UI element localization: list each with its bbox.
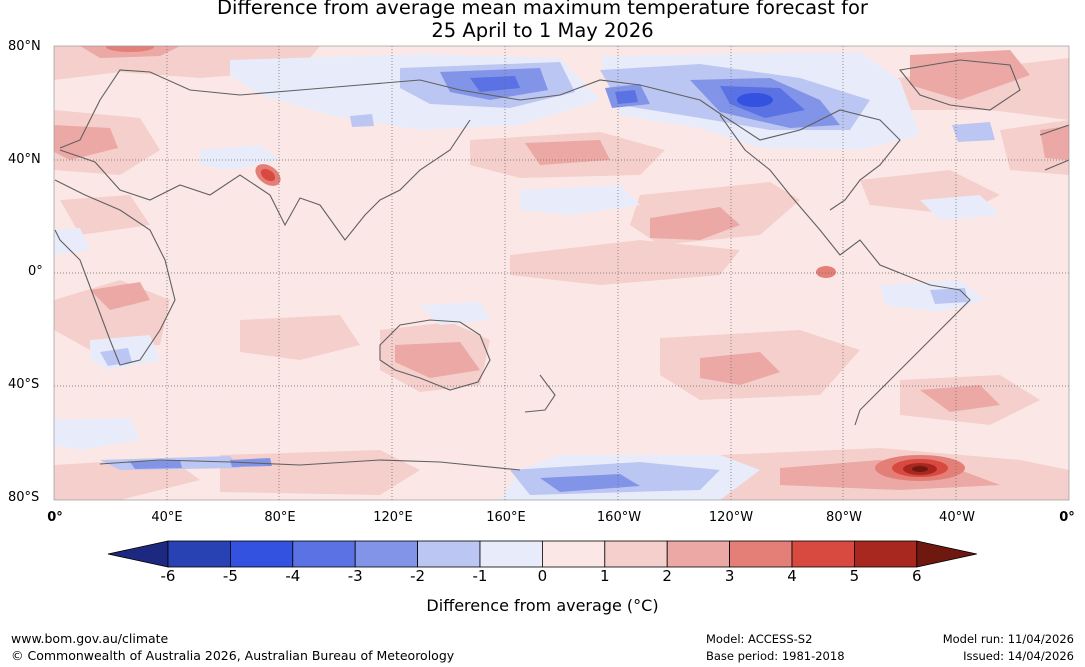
colorbar-tick-label: 4 — [787, 567, 797, 585]
website-link[interactable]: www.bom.gov.au/climate — [11, 631, 169, 646]
colorbar-tick-label: 6 — [912, 567, 922, 585]
lon-label-120w: 120°W — [708, 510, 754, 525]
lat-label-80s: 80°S — [8, 490, 40, 505]
lon-label-0-right: 0° — [1059, 510, 1075, 525]
lon-label-80w: 80°W — [826, 510, 862, 525]
colorbar-segment — [417, 540, 481, 568]
lat-label-equator: 0° — [28, 264, 43, 279]
graticule — [54, 46, 1069, 500]
colorbar-segment — [479, 540, 543, 568]
lat-label-80n: 80°N — [8, 39, 41, 54]
model-run-date: Model run: 11/04/2026 — [942, 632, 1074, 646]
colorbar-tick-label: 0 — [537, 567, 548, 585]
anomaly-field — [54, 46, 1069, 500]
lon-label-40w: 40°W — [939, 510, 975, 525]
colorbar-tick-label: -4 — [285, 567, 301, 585]
footer-model-info: Model: ACCESS-S2 Base period: 1981-2018 — [706, 631, 845, 665]
colorbar-tick-label: -2 — [410, 567, 426, 585]
base-period: Base period: 1981-2018 — [706, 649, 845, 663]
coastlines — [54, 59, 1069, 471]
colorbar-segment — [729, 540, 793, 568]
lat-label-40s: 40°S — [8, 377, 40, 392]
map-title: Difference from average mean maximum tem… — [0, 0, 1085, 42]
lon-label-40e: 40°E — [151, 510, 183, 525]
colorbar-tick-label: 3 — [724, 567, 735, 585]
footer-dates: Model run: 11/04/2026 Issued: 14/04/2026 — [943, 631, 1074, 665]
colorbar-segment — [167, 540, 231, 568]
colorbar-tick-label: 1 — [600, 567, 610, 585]
lon-label-160w: 160°W — [596, 510, 642, 525]
map-frame — [53, 45, 1070, 501]
lat-label-40n: 40°N — [8, 152, 41, 167]
lon-label-0-left: 0° — [47, 510, 63, 525]
title-line-2: 25 April to 1 May 2026 — [431, 19, 654, 42]
copyright-text: © Commonwealth of Australia 2026, Austra… — [11, 648, 455, 663]
colorbar-tick-label: -1 — [472, 567, 488, 585]
footer-left: www.bom.gov.au/climate © Commonwealth of… — [11, 630, 454, 664]
colorbar-segment — [354, 540, 419, 568]
colorbar-segment — [229, 540, 294, 568]
issued-date: Issued: 14/04/2026 — [963, 649, 1074, 663]
title-line-1: Difference from average mean maximum tem… — [217, 0, 868, 19]
colorbar-tick-label: 5 — [849, 567, 860, 585]
model-name: Model: ACCESS-S2 — [706, 632, 813, 646]
colorbar-segment — [292, 540, 356, 568]
colorbar-extend-low — [107, 540, 169, 568]
lon-label-80e: 80°E — [264, 510, 296, 525]
colorbar-segment — [604, 540, 668, 568]
colorbar — [107, 540, 977, 568]
lon-label-120e: 120°E — [373, 510, 413, 525]
colorbar-tick-label: -3 — [347, 567, 363, 585]
colorbar-label: Difference from average (°C) — [426, 596, 659, 615]
colorbar-tick-label: -5 — [222, 567, 238, 585]
colorbar-extend-high — [916, 540, 977, 568]
colorbar-tick-label: 2 — [662, 567, 672, 585]
colorbar-tick-label: -6 — [160, 567, 176, 585]
lon-label-160e: 160°E — [486, 510, 526, 525]
colorbar-segment — [666, 540, 731, 568]
colorbar-segment — [542, 540, 606, 568]
colorbar-segment — [854, 540, 918, 568]
colorbar-segment — [791, 540, 855, 568]
